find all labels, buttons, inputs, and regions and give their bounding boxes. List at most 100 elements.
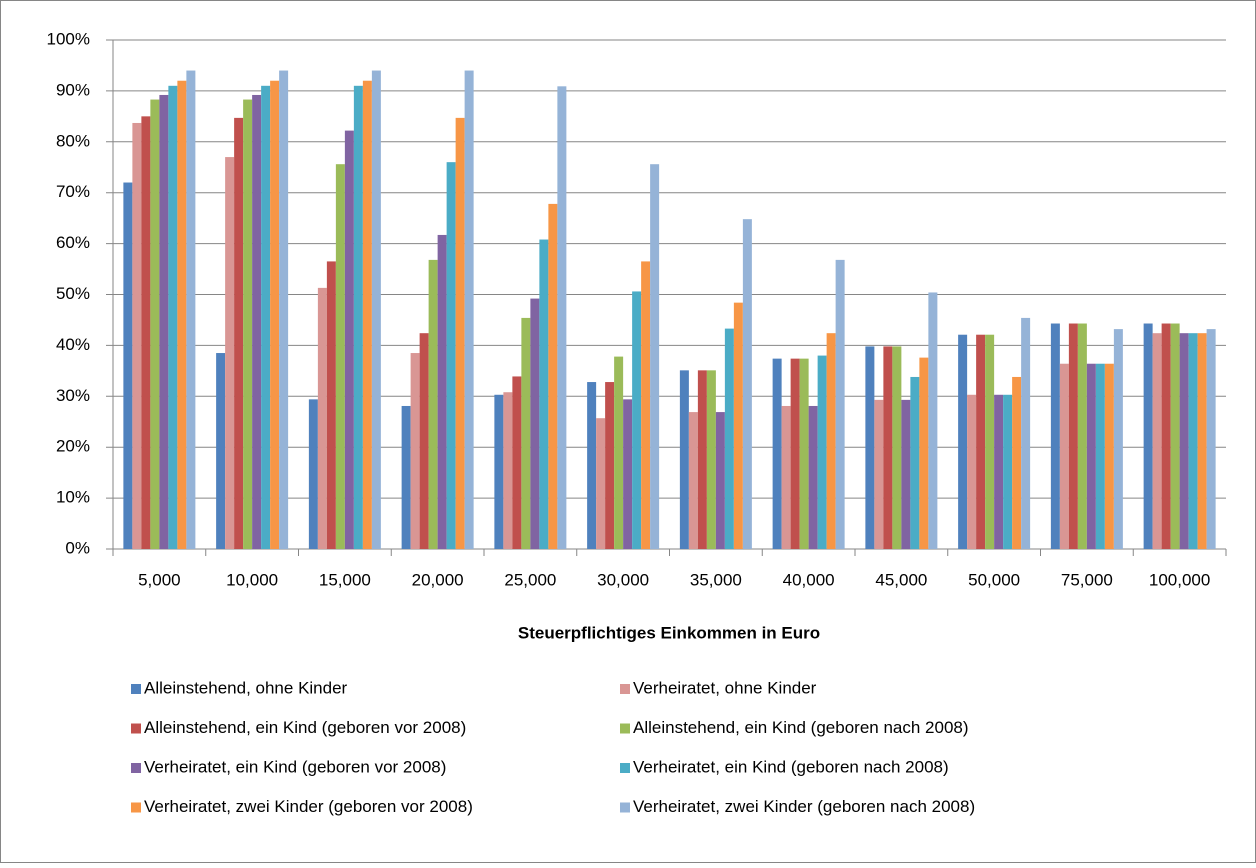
bar	[596, 418, 606, 549]
bar	[1068, 323, 1078, 549]
legend-label: Verheiratet, ein Kind (geboren nach 2008…	[633, 757, 949, 776]
bar	[928, 292, 938, 549]
bar	[317, 287, 327, 549]
bar	[919, 357, 929, 549]
y-tick-label: 0%	[65, 538, 90, 557]
bar	[446, 162, 456, 549]
bar	[1197, 333, 1207, 549]
bar	[605, 382, 615, 549]
bar	[1104, 363, 1114, 549]
bar	[1077, 323, 1087, 549]
bar	[883, 346, 893, 549]
x-tick-label: 20,000	[412, 570, 464, 589]
bar	[225, 157, 235, 549]
y-tick-label: 50%	[56, 284, 90, 303]
bar	[512, 376, 522, 549]
bar	[123, 182, 133, 549]
bar	[150, 99, 160, 549]
bar	[401, 405, 411, 549]
bar	[1113, 329, 1123, 549]
bar	[243, 99, 253, 549]
legend-swatch	[620, 684, 630, 694]
y-tick-label: 40%	[56, 335, 90, 354]
bar	[437, 234, 447, 549]
x-tick-label: 5,000	[138, 570, 181, 589]
bar	[261, 85, 271, 549]
bar	[159, 94, 169, 550]
bar	[1161, 323, 1171, 549]
x-tick-label: 40,000	[783, 570, 835, 589]
bar	[503, 392, 513, 549]
bar	[530, 298, 540, 549]
x-tick-label: 45,000	[875, 570, 927, 589]
bar	[419, 333, 429, 549]
bar	[910, 376, 920, 549]
bar	[428, 259, 438, 549]
y-tick-label: 70%	[56, 182, 90, 201]
bar	[1059, 363, 1069, 549]
bar	[353, 85, 363, 549]
bar	[1170, 323, 1180, 549]
bar	[817, 355, 827, 549]
bar	[252, 94, 262, 550]
legend-label: Verheiratet, zwei Kinder (geboren nach 2…	[633, 797, 975, 816]
bar	[724, 328, 734, 549]
bar	[985, 334, 995, 549]
legend-swatch	[131, 684, 141, 694]
legend-swatch	[131, 763, 141, 773]
x-tick-label: 75,000	[1061, 570, 1113, 589]
legend-label: Verheiratet, zwei Kinder (geboren vor 20…	[144, 797, 473, 816]
bar	[587, 382, 597, 549]
bar	[464, 70, 474, 549]
bar	[781, 405, 791, 549]
bar	[410, 353, 420, 549]
y-tick-label: 10%	[56, 488, 90, 507]
y-tick-label: 90%	[56, 80, 90, 99]
bar	[976, 334, 986, 549]
x-axis-title: Steuerpflichtiges Einkommen in Euro	[518, 623, 820, 642]
bar	[539, 239, 549, 549]
legend-swatch	[620, 723, 630, 734]
legend-label: Verheiratet, ein Kind (geboren vor 2008)	[144, 757, 446, 776]
bar	[1050, 323, 1060, 549]
legend-label: Alleinstehend, ohne Kinder	[144, 678, 348, 697]
bar	[335, 164, 345, 550]
bar	[362, 80, 372, 549]
bar	[326, 261, 336, 549]
x-tick-label: 100,000	[1149, 570, 1210, 589]
bar	[874, 399, 884, 549]
bar	[455, 117, 465, 549]
x-tick-label: 50,000	[968, 570, 1020, 589]
bar	[132, 122, 142, 549]
bar	[308, 399, 318, 549]
bar	[1179, 333, 1189, 549]
bar	[742, 219, 752, 549]
bar	[623, 399, 633, 549]
bar	[371, 70, 381, 549]
bar	[688, 412, 698, 549]
bar	[835, 259, 845, 549]
bar	[772, 358, 782, 549]
bar	[958, 334, 968, 549]
bar	[1152, 333, 1162, 549]
bar	[186, 70, 196, 549]
bar	[168, 85, 178, 549]
x-tick-label: 10,000	[226, 570, 278, 589]
bar	[234, 117, 244, 549]
bar	[141, 116, 151, 549]
bar	[865, 346, 875, 549]
x-tick-label: 25,000	[504, 570, 556, 589]
y-tick-label: 30%	[56, 386, 90, 405]
bar	[1086, 363, 1096, 549]
bar	[679, 370, 689, 549]
bar	[632, 291, 642, 549]
x-tick-label: 30,000	[597, 570, 649, 589]
bar	[715, 412, 725, 549]
legend-label: Alleinstehend, ein Kind (geboren vor 200…	[144, 718, 466, 737]
y-tick-label: 80%	[56, 131, 90, 150]
bar	[548, 203, 558, 549]
bar	[733, 302, 743, 549]
bar	[1021, 317, 1031, 549]
bar	[799, 358, 809, 549]
